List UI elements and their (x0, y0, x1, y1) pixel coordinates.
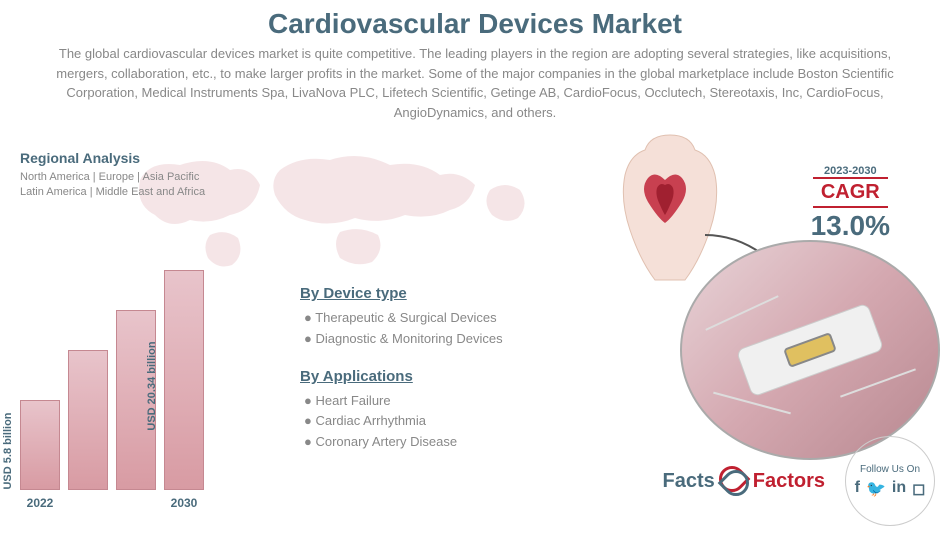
applications-section: By Applications Heart FailureCardiac Arr… (300, 368, 560, 453)
regional-title: Regional Analysis (20, 150, 320, 166)
social-icons: f 🐦 in ◻ (855, 479, 926, 499)
regional-analysis-block: Regional Analysis North America | Europe… (20, 150, 320, 201)
logo-part2: Factors (753, 470, 825, 493)
footer: Facts Factors Follow Us On f 🐦 in ◻ (663, 436, 936, 526)
twitter-icon[interactable]: 🐦 (866, 479, 886, 499)
device-illustration: 2023-2030 CAGR 13.0% (560, 160, 940, 460)
application-item: Cardiac Arrhythmia (300, 411, 560, 432)
chart-bar (68, 350, 108, 490)
regional-line1: North America | Europe | Asia Pacific (20, 170, 320, 185)
implant-device-icon (736, 303, 885, 398)
instagram-icon[interactable]: ◻ (912, 479, 925, 499)
heart-icon (640, 170, 690, 225)
bar-wrap: USD 20.34 billion2030 (164, 270, 204, 490)
applications-title: By Applications (300, 368, 560, 385)
cagr-box: 2023-2030 CAGR 13.0% (811, 165, 890, 242)
application-item: Coronary Artery Disease (300, 432, 560, 453)
regional-line2: Latin America | Middle East and Africa (20, 185, 320, 200)
cagr-value: 13.0% (811, 210, 890, 242)
device-type-item: Diagnostic & Monitoring Devices (300, 329, 560, 350)
chart-bar (20, 400, 60, 490)
segment-sections: By Device type Therapeutic & Surgical De… (300, 285, 560, 471)
bar-year-label: 2030 (171, 496, 198, 510)
chart-bar (164, 270, 204, 490)
device-type-title: By Device type (300, 285, 560, 302)
brand-logo: Facts Factors (663, 466, 826, 496)
bar-wrap: USD 5.8 billion2022 (20, 400, 60, 490)
bar-value-label: USD 20.34 billion (146, 341, 158, 430)
page-title: Cardiovascular Devices Market (20, 8, 930, 40)
bar-chart: USD 5.8 billion2022 USD 20.34 billion2030 (20, 260, 280, 490)
description-text: The global cardiovascular devices market… (20, 40, 930, 126)
cagr-label: CAGR (813, 177, 888, 208)
bar-wrap (68, 350, 108, 490)
zoom-circle (680, 240, 940, 460)
follow-us-badge: Follow Us On f 🐦 in ◻ (845, 436, 935, 526)
bar-year-label: 2022 (27, 496, 54, 510)
device-type-section: By Device type Therapeutic & Surgical De… (300, 285, 560, 350)
follow-text: Follow Us On (860, 464, 920, 475)
application-item: Heart Failure (300, 391, 560, 412)
facebook-icon[interactable]: f (855, 479, 860, 499)
bar-value-label: USD 5.8 billion (2, 412, 14, 489)
device-type-item: Therapeutic & Surgical Devices (300, 308, 560, 329)
logo-icon (719, 466, 749, 496)
logo-part1: Facts (663, 470, 715, 493)
linkedin-icon[interactable]: in (892, 479, 906, 499)
cagr-period: 2023-2030 (811, 165, 890, 177)
